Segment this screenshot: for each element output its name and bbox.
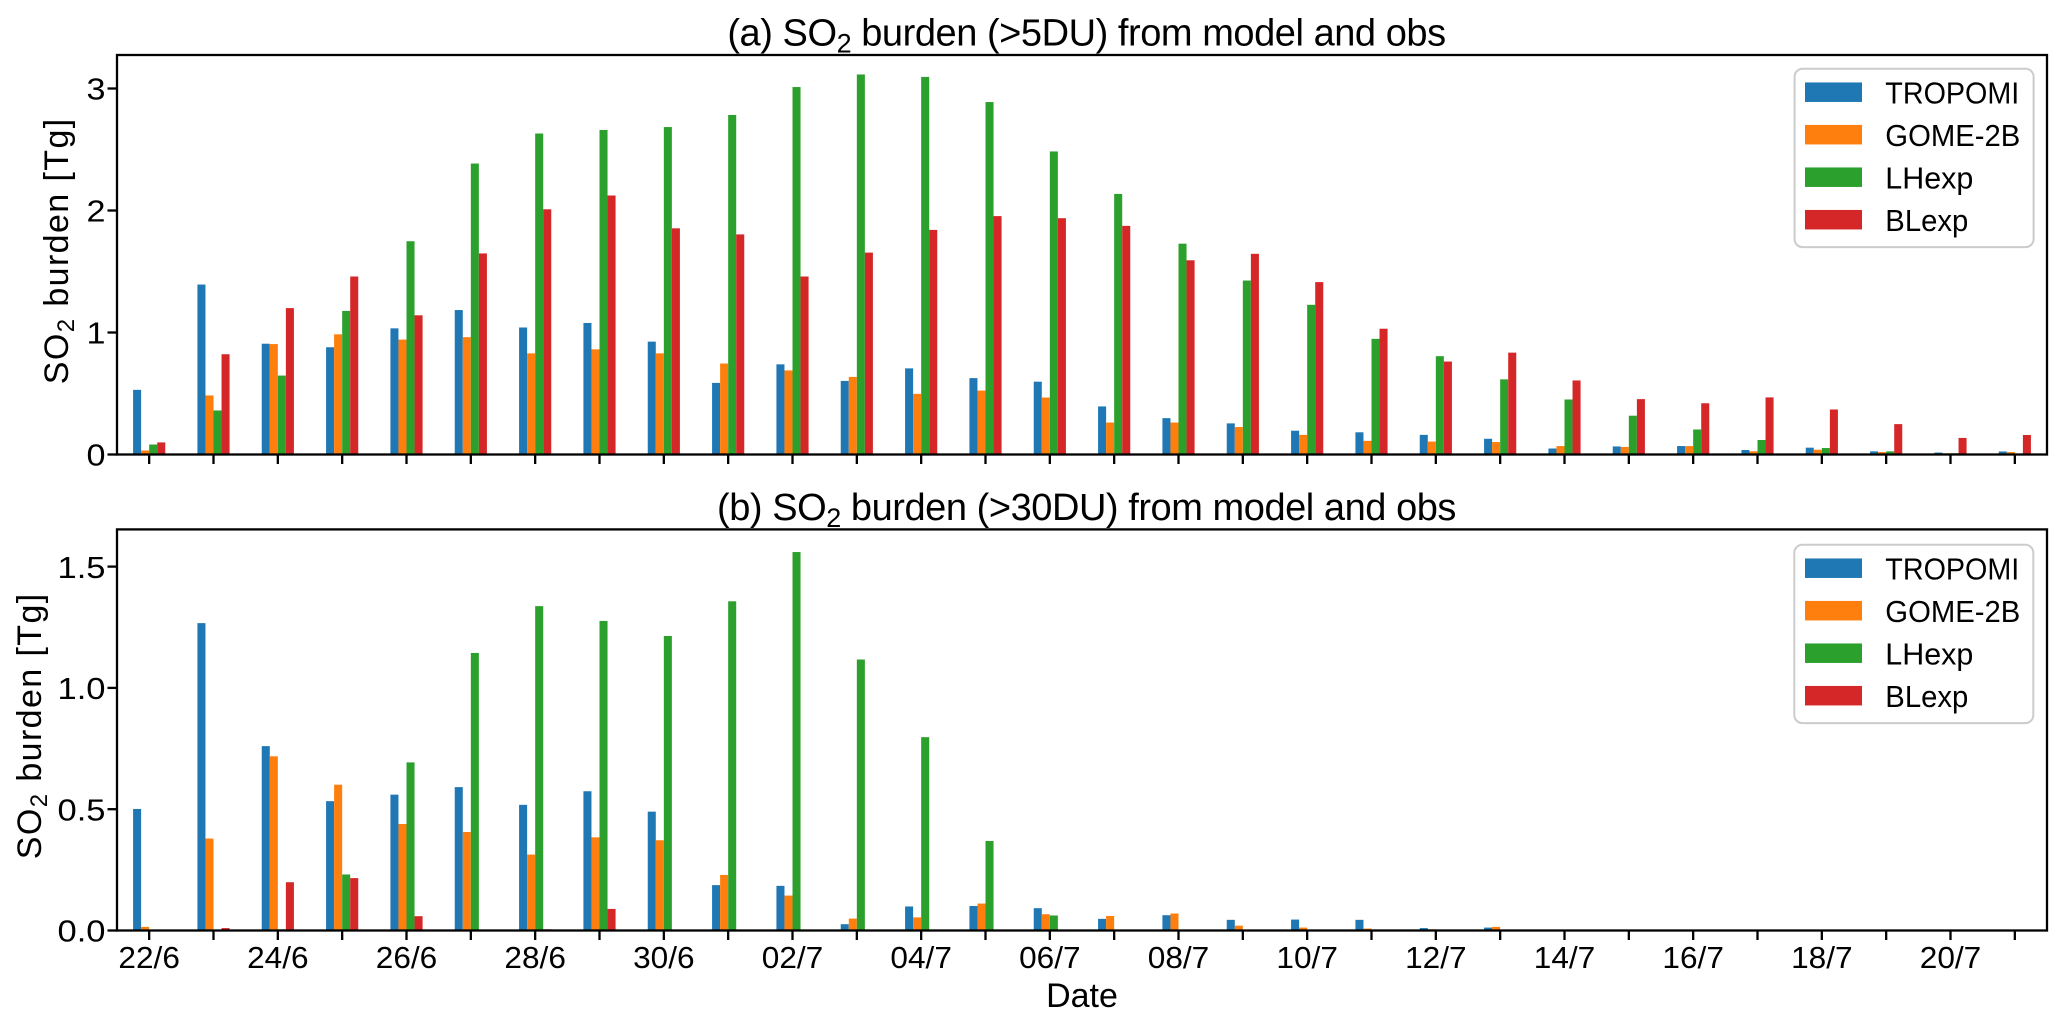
svg-text:30/6: 30/6 [633,940,695,975]
svg-text:14/7: 14/7 [1534,940,1596,975]
svg-text:16/7: 16/7 [1662,940,1724,975]
svg-text:02/7: 02/7 [762,940,824,975]
svg-text:08/7: 08/7 [1148,940,1210,975]
svg-text:0.5: 0.5 [58,792,106,827]
svg-text:(b) SO2 burden (>30DU) from mo: (b) SO2 burden (>30DU) from model and ob… [717,487,1456,533]
svg-text:Date: Date [1046,977,1118,1015]
svg-text:22/6: 22/6 [118,940,180,975]
svg-text:06/7: 06/7 [1019,940,1081,975]
svg-text:0: 0 [87,438,106,473]
svg-text:BLexp: BLexp [1885,679,1968,714]
svg-text:LHexp: LHexp [1885,636,1973,671]
svg-text:3: 3 [87,72,106,107]
svg-text:18/7: 18/7 [1791,940,1853,975]
svg-text:BLexp: BLexp [1885,203,1968,238]
svg-text:GOME-2B: GOME-2B [1885,118,2020,153]
svg-text:2: 2 [87,194,106,229]
svg-text:1.5: 1.5 [58,550,106,585]
svg-text:04/7: 04/7 [890,940,952,975]
svg-text:24/6: 24/6 [247,940,309,975]
svg-text:GOME-2B: GOME-2B [1885,594,2020,629]
svg-text:LHexp: LHexp [1885,160,1973,195]
svg-text:28/6: 28/6 [504,940,566,975]
svg-text:0.0: 0.0 [58,914,106,949]
svg-text:26/6: 26/6 [376,940,438,975]
svg-text:1: 1 [87,316,106,351]
svg-text:10/7: 10/7 [1276,940,1338,975]
svg-text:SO2 burden [Tg]: SO2 burden [Tg] [38,117,80,384]
svg-text:TROPOMI: TROPOMI [1885,551,2019,586]
svg-text:1.0: 1.0 [58,671,106,706]
svg-text:12/7: 12/7 [1405,940,1467,975]
svg-text:(a) SO2 burden (>5DU) from mod: (a) SO2 burden (>5DU) from model and obs [727,12,1445,58]
svg-text:SO2 burden [Tg]: SO2 burden [Tg] [11,592,53,859]
svg-text:20/7: 20/7 [1920,940,1982,975]
svg-text:TROPOMI: TROPOMI [1885,75,2019,110]
